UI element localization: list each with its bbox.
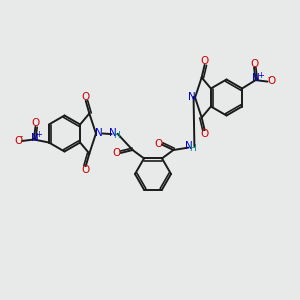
Text: O: O xyxy=(81,165,90,175)
Text: O: O xyxy=(154,139,162,149)
Text: -: - xyxy=(19,132,22,141)
Text: O: O xyxy=(267,76,275,86)
Text: N: N xyxy=(188,92,195,102)
Text: H: H xyxy=(190,144,196,153)
Text: O: O xyxy=(201,129,209,139)
Text: O: O xyxy=(32,118,40,128)
Text: -: - xyxy=(267,73,270,82)
Text: N: N xyxy=(252,73,260,83)
Text: O: O xyxy=(201,56,209,66)
Text: H: H xyxy=(113,131,120,140)
Text: +: + xyxy=(36,130,42,139)
Text: O: O xyxy=(81,92,90,102)
Text: +: + xyxy=(257,70,264,80)
Text: N: N xyxy=(185,141,193,151)
Text: N: N xyxy=(31,133,38,143)
Text: O: O xyxy=(250,58,259,69)
Text: N: N xyxy=(95,128,103,138)
Text: O: O xyxy=(112,148,121,158)
Text: N: N xyxy=(109,128,116,138)
Text: O: O xyxy=(14,136,22,146)
